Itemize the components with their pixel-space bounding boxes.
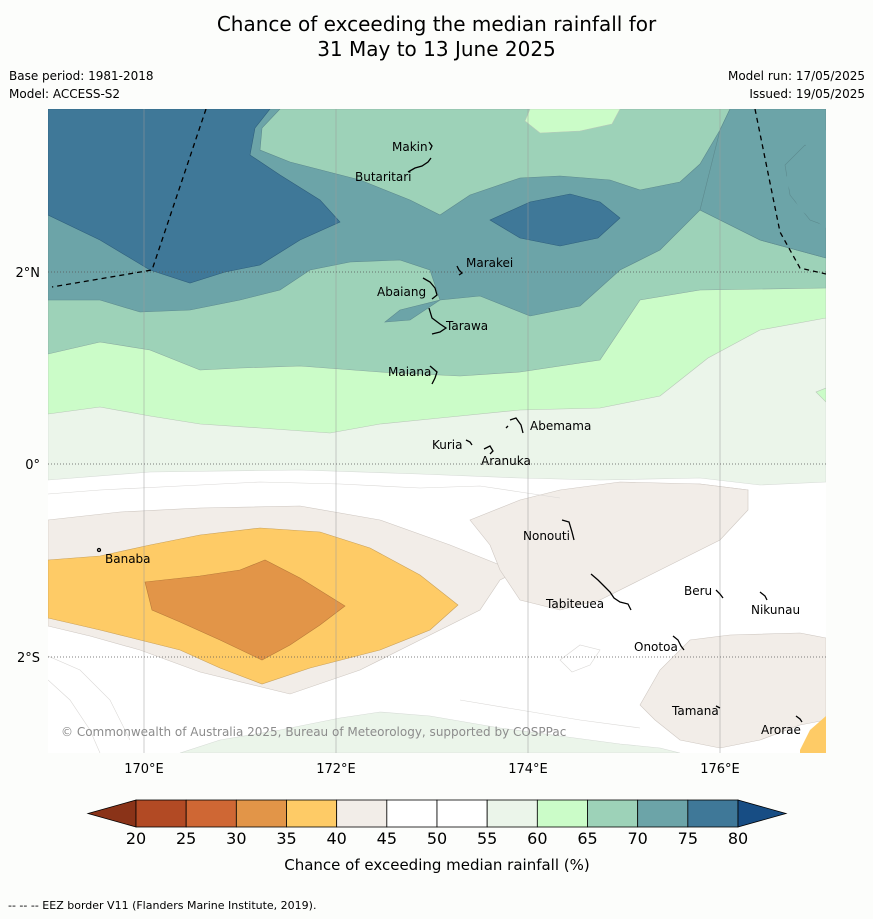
- eez-footnote: -- -- -- EEZ border V11 (Flanders Marine…: [8, 899, 317, 912]
- place-labels: Makin Butaritari Marakei Abaiang Tarawa …: [105, 140, 801, 737]
- y-axis: 2°N 0° 2°S: [16, 266, 41, 666]
- place-label-arorae: Arorae: [761, 723, 801, 737]
- map-title-line2: 31 May to 13 June 2025: [317, 37, 556, 61]
- x-tick-label: 176°E: [700, 762, 740, 777]
- place-label-marakei: Marakei: [466, 256, 513, 270]
- colorbar: 20 25 30 35 40 45 50 55 60 65 70 75 80: [86, 799, 788, 848]
- latitude-lines: [48, 271, 826, 658]
- place-label-tarawa: Tarawa: [445, 319, 488, 333]
- colorbar-bin: [687, 799, 739, 828]
- place-label-maiana: Maiana: [388, 365, 431, 379]
- place-label-makin: Makin: [392, 140, 428, 154]
- place-label-abemama: Abemama: [530, 419, 591, 433]
- model-name: Model: ACCESS-S2: [9, 87, 121, 101]
- issued-date: Issued: 19/05/2025: [749, 87, 865, 101]
- colorbar-bin: [486, 799, 538, 828]
- colorbar-bin: [185, 799, 237, 828]
- colorbar-over-arrow: [737, 799, 788, 828]
- colorbar-title: Chance of exceeding median rainfall (%): [284, 856, 589, 874]
- colorbar-tick-label: 80: [728, 829, 748, 848]
- colorbar-tick-label: 75: [678, 829, 698, 848]
- colorbar-tick-label: 55: [477, 829, 497, 848]
- colorbar-bin: [536, 799, 588, 828]
- colorbar-bin: [336, 799, 388, 828]
- colorbar-under-arrow: [86, 799, 137, 828]
- y-tick-label: 2°N: [16, 266, 41, 281]
- graticule: [143, 109, 721, 753]
- colorbar-bin: [235, 799, 287, 828]
- place-label-abaiang: Abaiang: [377, 285, 426, 299]
- island-outlines: [96, 141, 803, 723]
- colorbar-tick-label: 70: [627, 829, 647, 848]
- colorbar-tick-label: 20: [126, 829, 146, 848]
- eez-border-west: [51, 109, 207, 288]
- colorbar-tick-label: 35: [276, 829, 296, 848]
- colorbar-tick-label: 40: [326, 829, 346, 848]
- eez-border-east: [754, 109, 826, 275]
- contour-fill-layer: [48, 109, 826, 753]
- y-tick-label: 2°S: [17, 651, 40, 666]
- place-label-tabiteuea: Tabiteuea: [545, 597, 604, 611]
- y-tick-label: 0°: [25, 458, 40, 473]
- model-run-date: Model run: 17/05/2025: [727, 69, 865, 83]
- place-label-kuria: Kuria: [432, 438, 463, 452]
- colorbar-bin: [135, 799, 187, 828]
- map-title-line1: Chance of exceeding the median rainfall …: [216, 12, 657, 36]
- place-label-aranuka: Aranuka: [481, 454, 531, 468]
- place-label-beru: Beru: [684, 584, 712, 598]
- place-label-onotoa: Onotoa: [634, 640, 678, 654]
- place-label-nikunau: Nikunau: [751, 603, 800, 617]
- colorbar-bin: [587, 799, 639, 828]
- colorbar-tick-label: 25: [176, 829, 196, 848]
- colorbar-bin: [386, 799, 438, 828]
- place-label-banaba: Banaba: [105, 552, 151, 566]
- x-axis: 170°E 172°E 174°E 176°E: [124, 762, 740, 777]
- x-tick-label: 174°E: [508, 762, 548, 777]
- x-tick-label: 172°E: [316, 762, 356, 777]
- colorbar-bin: [436, 799, 488, 828]
- copyright-notice: © Commonwealth of Australia 2025, Bureau…: [61, 725, 566, 739]
- colorbar-tick-label: 60: [527, 829, 547, 848]
- place-label-tamana: Tamana: [671, 704, 719, 718]
- base-period: Base period: 1981-2018: [9, 69, 154, 83]
- place-label-nonouti: Nonouti: [523, 529, 570, 543]
- colorbar-tick-label: 65: [577, 829, 597, 848]
- colorbar-tick-label: 50: [427, 829, 447, 848]
- x-tick-label: 170°E: [124, 762, 164, 777]
- place-label-butaritari: Butaritari: [355, 170, 412, 184]
- colorbar-tick-label: 45: [377, 829, 397, 848]
- colorbar-bin: [637, 799, 689, 828]
- colorbar-tick-label: 30: [226, 829, 246, 848]
- colorbar-bin: [286, 799, 338, 828]
